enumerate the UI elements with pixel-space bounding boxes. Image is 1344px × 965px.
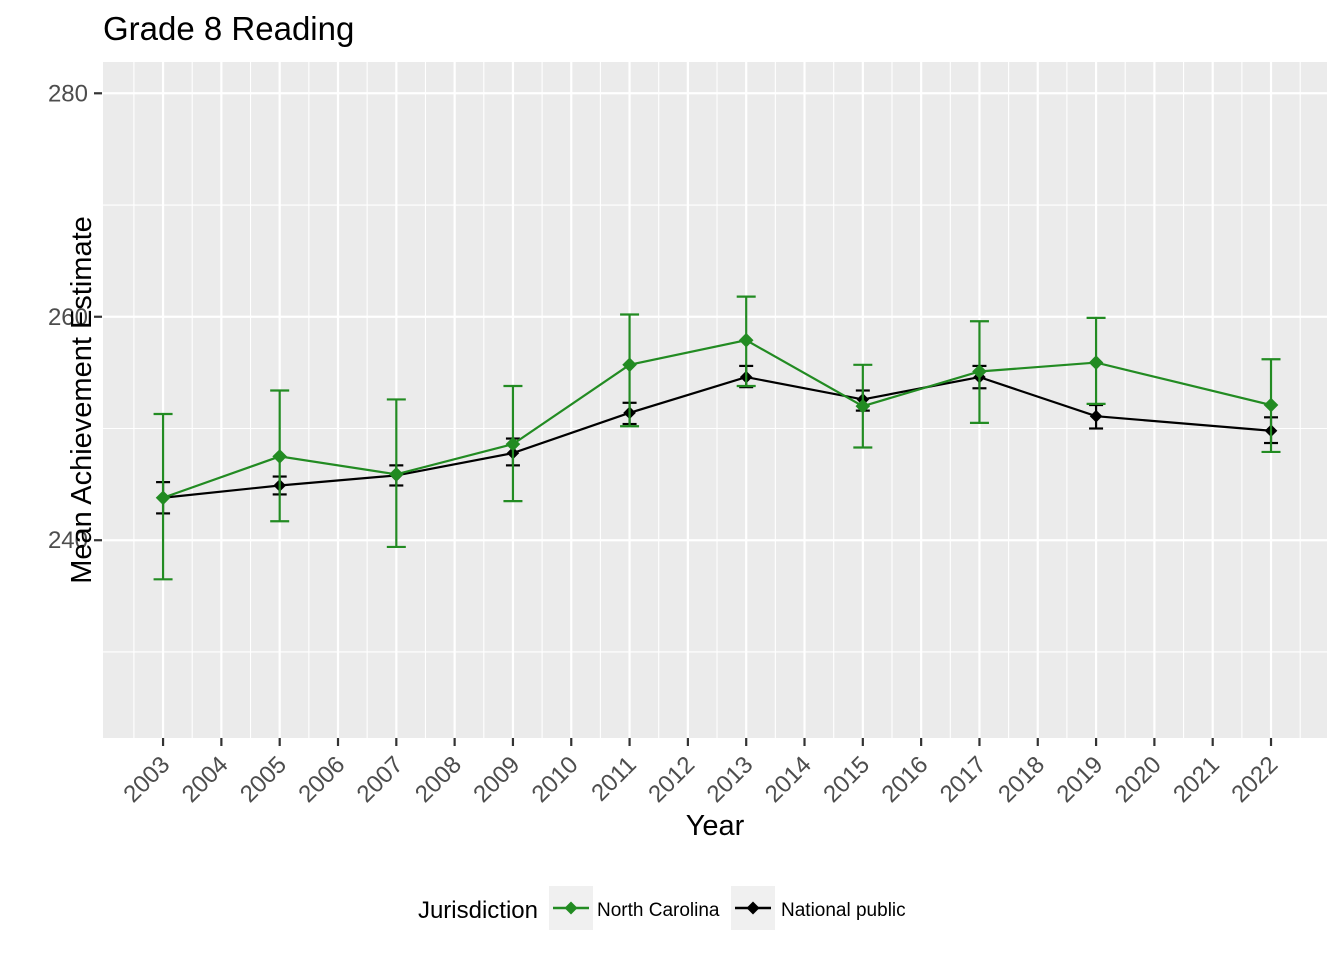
data-series-layer xyxy=(153,295,1281,581)
data-point xyxy=(1088,355,1104,370)
x-tick-label: 2007 xyxy=(352,751,409,808)
legend-item-national-public: National public xyxy=(731,886,906,930)
x-tick-label: 2006 xyxy=(293,751,350,808)
x-tick-label: 2013 xyxy=(702,751,759,808)
legend-item-label: National public xyxy=(781,900,906,921)
y-tick-label: 280 xyxy=(48,80,88,107)
plot-title: Grade 8 Reading xyxy=(103,10,354,47)
x-tick-label: 2014 xyxy=(760,751,817,808)
y-tick-label: 240 xyxy=(48,527,88,554)
minor-gridlines xyxy=(103,62,1327,738)
data-point xyxy=(972,364,987,379)
series-line xyxy=(162,339,1272,499)
data-point xyxy=(738,332,754,348)
series-north-carolina xyxy=(153,295,1281,581)
x-tick-label: 2005 xyxy=(235,751,292,808)
x-axis-tick-labels: 2003 2004 2005 2006 2007 2008 2009 2010 2011 2012… xyxy=(118,751,1283,808)
x-tick-label: 2012 xyxy=(643,751,700,808)
data-point xyxy=(1089,409,1103,423)
data-point xyxy=(272,449,287,464)
legend-title: Jurisdiction xyxy=(418,897,538,924)
series-line xyxy=(162,375,1272,499)
x-tick-label: 2020 xyxy=(1110,751,1167,808)
legend-item-label: North Carolina xyxy=(597,900,720,921)
data-point xyxy=(505,436,521,452)
legend-items: North Carolina National public xyxy=(549,886,906,930)
legend-key-point xyxy=(746,901,760,915)
x-tick-label: 2019 xyxy=(1051,751,1108,808)
data-point xyxy=(622,357,637,373)
x-tick-label: 2015 xyxy=(818,751,875,808)
data-point xyxy=(155,490,171,506)
y-tick-label: 260 xyxy=(48,304,88,331)
x-tick-label: 2022 xyxy=(1226,751,1283,808)
x-tick-label: 2008 xyxy=(410,751,467,808)
legend-item-north-carolina: North Carolina xyxy=(549,886,720,930)
y-axis-tick-labels: 240 260 280 xyxy=(48,80,88,554)
x-tick-label: 2010 xyxy=(527,751,584,808)
x-axis-title: Year xyxy=(686,810,745,842)
x-tick-label: 2011 xyxy=(586,751,642,807)
axis-tick-marks xyxy=(94,92,1273,746)
x-tick-label: 2003 xyxy=(118,751,175,808)
plot-panel xyxy=(103,62,1327,738)
legend-key-point xyxy=(564,901,578,915)
data-point xyxy=(855,398,871,414)
x-tick-label: 2018 xyxy=(993,751,1050,808)
data-point xyxy=(1263,397,1279,413)
data-point xyxy=(389,467,404,482)
x-tick-label: 2017 xyxy=(935,751,992,808)
x-tick-label: 2016 xyxy=(877,751,934,808)
x-tick-label: 2021 xyxy=(1168,751,1225,808)
x-tick-label: 2004 xyxy=(177,751,234,808)
y-axis-title: Mean Achievement Estimate xyxy=(66,216,98,584)
legend: Jurisdiction North Carolina National publ… xyxy=(418,886,906,930)
x-tick-label: 2009 xyxy=(468,751,525,808)
